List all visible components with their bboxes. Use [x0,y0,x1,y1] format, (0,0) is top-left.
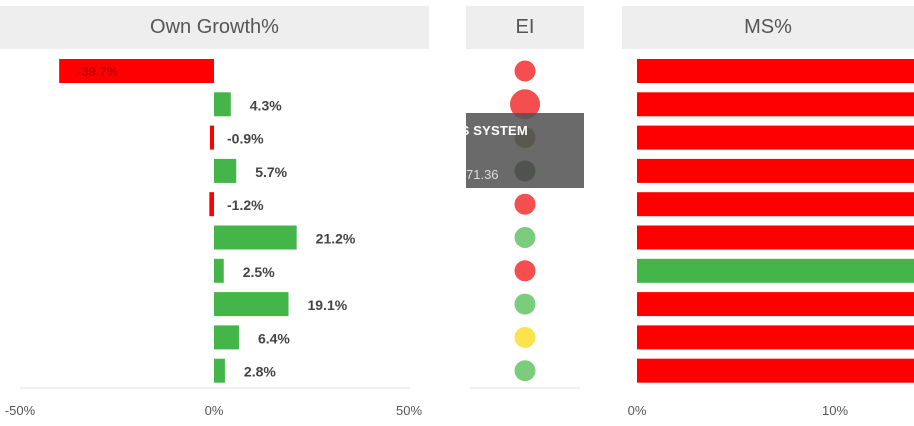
growth-data-label: 2.5% [243,264,275,280]
ei-point [514,293,536,315]
ms-bar [637,125,914,150]
ei-point [514,227,536,248]
ei-point [514,326,536,348]
ms-tick-label: 10% [822,403,848,418]
tooltip-value: 71.36 [466,167,499,182]
ms-title: MS% [744,16,792,38]
growth-data-label: 2.8% [244,364,276,380]
tooltip-title: NERVOUS SYSTEM [466,123,528,138]
ms-bar [637,192,914,217]
growth-bar [210,125,214,150]
growth-data-label: 5.7% [255,164,287,180]
ei-tooltip: NERVOUS SYSTEM 71.36 [466,113,584,188]
ms-bar [637,258,914,283]
ei-title: EI [515,16,535,38]
growth-data-label: -0.9% [227,131,264,147]
ms-bar [637,292,914,317]
ei-point [514,193,536,215]
ei-point [510,89,540,120]
growth-data-label: -1.2% [227,197,264,213]
growth-bar [214,292,289,317]
ei-point [514,60,536,82]
growth-bar [214,258,224,283]
ms-bar [637,325,914,350]
growth-bar [214,158,237,183]
growth-tick-label: 50% [396,403,422,418]
growth-bar [214,225,297,250]
growth-data-label: 6.4% [258,330,290,346]
growth-tick-label: 0% [205,403,224,418]
growth-data-label: 4.3% [250,97,282,113]
growth-bar [59,59,214,83]
growth-bar [214,92,231,117]
ms-tick-label: 0% [628,403,647,418]
growth-bar [209,192,214,217]
growth-data-label: -39.7% [77,64,119,79]
growth-data-label: 19.1% [307,297,347,313]
ei-point [514,260,536,282]
ms-bar [637,92,914,117]
ms-bar [637,225,914,250]
growth-bar [214,325,239,350]
own-growth-header: Own Growth% [0,6,429,49]
own-growth-title: Own Growth% [150,16,279,38]
ms-header: MS% [622,6,914,49]
ms-bar [637,59,914,83]
growth-tick-label: -50% [5,403,36,418]
ei-point [514,360,536,382]
growth-data-label: 21.2% [316,231,356,247]
growth-bar [214,358,225,383]
ei-header: EI [466,6,584,49]
ms-bar [637,158,914,183]
ms-bar [637,358,914,383]
